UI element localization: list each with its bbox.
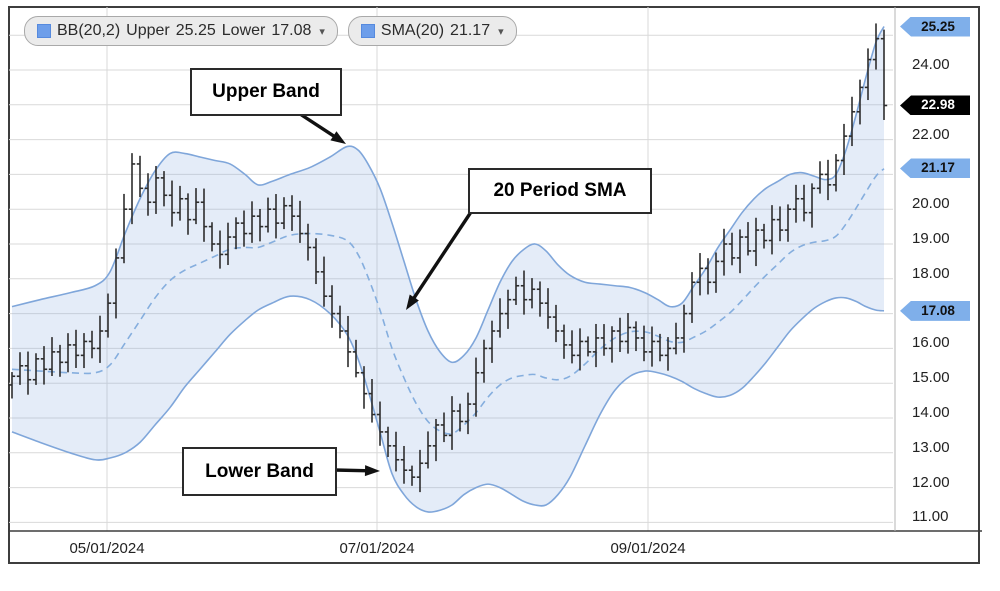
bb-label: BB(20,2) xyxy=(57,22,121,39)
y-tick-label: 18.00 xyxy=(912,264,950,282)
annotation-arrow xyxy=(406,208,475,310)
chart-frame xyxy=(8,6,980,564)
annotation-arrow xyxy=(296,110,346,144)
bb-lower-value: 17.08 xyxy=(271,22,312,39)
annotation-arrow xyxy=(333,465,380,477)
candlesticks xyxy=(8,23,888,493)
y-tick-label: 12.00 xyxy=(912,473,950,491)
y-tick-label: 24.00 xyxy=(912,56,950,73)
annotation-sma-label: 20 Period SMA xyxy=(493,180,627,201)
annotation-upper-band: Upper Band xyxy=(190,68,342,116)
annotation-lower-band-label: Lower Band xyxy=(205,460,314,482)
chevron-down-icon: ▾ xyxy=(498,25,504,38)
bb-color-swatch-icon xyxy=(37,24,51,38)
x-tick-label: 07/01/2024 xyxy=(339,540,415,557)
y-tick-label: 16.00 xyxy=(912,334,950,352)
legend-bb-indicator[interactable]: BB(20,2) Upper 25.25 Lower 17.08 ▾ xyxy=(24,16,338,46)
bb-upper-value: 25.25 xyxy=(175,22,216,39)
price-badge: 22.98 xyxy=(900,95,970,116)
bollinger-band xyxy=(11,26,885,513)
y-tick-label: 13.00 xyxy=(912,438,950,456)
x-tick-label: 05/01/2024 xyxy=(69,540,145,557)
bb-lower-label: Lower xyxy=(221,22,266,39)
y-tick-label: 20.00 xyxy=(912,195,950,213)
sma-color-swatch-icon xyxy=(360,24,375,38)
y-tick-label: 15.00 xyxy=(912,369,950,387)
y-tick-label: 11.00 xyxy=(912,508,949,526)
sma-value: 21.17 xyxy=(450,22,491,39)
bb-upper-label: Upper xyxy=(126,22,170,39)
annotation-upper-band-label: Upper Band xyxy=(212,81,320,102)
sma-line xyxy=(11,168,885,435)
legend-sma-indicator[interactable]: SMA(20) 21.17 ▾ xyxy=(347,16,517,46)
annotation-sma: 20 Period SMA xyxy=(468,168,652,214)
price-badge: 21.17 xyxy=(900,158,970,179)
sma-label: SMA(20) xyxy=(380,22,445,39)
price-badge: 17.08 xyxy=(900,300,970,321)
annotation-lower-band: Lower Band xyxy=(182,447,337,496)
x-tick-label: 09/01/2024 xyxy=(610,540,686,557)
price-badge: 25.25 xyxy=(900,16,970,37)
indicator-legend: BB(20,2) Upper 25.25 Lower 17.08 ▾ SMA(2… xyxy=(24,16,517,46)
y-tick-label: 19.00 xyxy=(912,230,950,247)
chevron-down-icon: ▾ xyxy=(319,25,325,38)
y-tick-label: 14.00 xyxy=(912,404,950,421)
y-tick-label: 22.00 xyxy=(912,125,950,143)
